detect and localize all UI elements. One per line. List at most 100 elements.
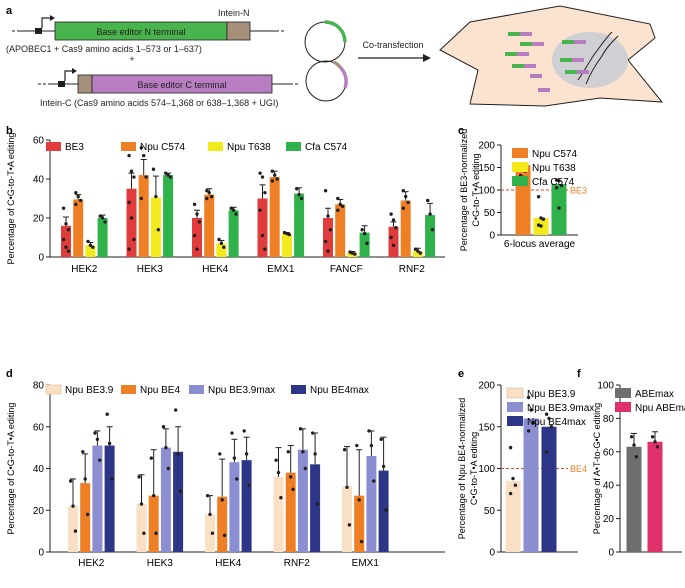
data-point [340, 204, 345, 208]
dna-strand-2 [585, 35, 619, 85]
bar-npu-be3-9max [297, 449, 308, 552]
bar-npu-be3-9 [273, 476, 284, 552]
bar-be3 [323, 218, 333, 257]
legend-swatch [615, 402, 631, 412]
y-tick-label: 20 [33, 506, 45, 517]
x-category-label: HEK2 [78, 558, 105, 569]
base-editor-n-label: Base editor N terminal [96, 27, 185, 37]
data-point [139, 502, 144, 506]
y-tick-label: 0 [608, 548, 614, 559]
data-point [64, 245, 68, 249]
legend-swatch [189, 385, 204, 394]
y-tick-label: 80 [603, 414, 615, 425]
legend-label: Npu BE3.9 [65, 385, 114, 396]
data-point [526, 429, 531, 433]
reference-label: BE3 [570, 186, 587, 196]
data-point [508, 445, 513, 450]
data-point [205, 493, 210, 498]
data-point [61, 206, 66, 210]
bar-npu-c574 [204, 194, 215, 257]
data-point [207, 190, 211, 195]
data-point [222, 245, 226, 249]
reference-label: BE4 [570, 464, 587, 474]
data-point [234, 212, 238, 216]
data-point [161, 425, 166, 429]
bar-npu-t638 [412, 251, 423, 257]
data-point [275, 177, 279, 181]
construct1-promoter-arrowhead [50, 15, 55, 21]
data-point [629, 435, 634, 439]
data-point [357, 498, 361, 502]
data-point [632, 443, 636, 447]
data-point [232, 456, 237, 460]
legend-label: Npu BE4 [140, 385, 180, 396]
bar-npu-c574 [335, 204, 346, 257]
x-category-label: HEK4 [202, 264, 229, 275]
data-point [151, 167, 156, 171]
data-point [531, 420, 536, 425]
bar-npu-be3-9 [136, 503, 147, 552]
data-point [313, 452, 317, 456]
construct2-promoter-arrow [64, 70, 74, 81]
data-point [391, 243, 396, 247]
bar-npu-c574 [138, 175, 149, 257]
data-point [66, 249, 71, 253]
data-point [242, 429, 246, 433]
data-point [154, 194, 158, 199]
data-point [127, 200, 131, 205]
data-point [247, 483, 251, 487]
y-tick-label: 50 [484, 506, 496, 517]
x-category-label: FANCF [330, 264, 363, 275]
x-category-label: EMX1 [352, 558, 380, 569]
legend-label: Npu BE3.9max [208, 385, 275, 396]
y-tick-label: 0 [489, 231, 495, 242]
bar-npu-c574 [400, 200, 411, 257]
data-point [511, 476, 515, 481]
data-point [315, 502, 320, 506]
y-axis-label: C•G-to-T•A editing [469, 432, 479, 505]
data-point [154, 531, 158, 535]
data-point [91, 245, 95, 249]
legend-label: Npu BE4max [527, 417, 586, 428]
x-category-label: 6-locus average [504, 239, 576, 250]
legend-label: Npu T638 [227, 142, 271, 153]
intein-n-box [226, 21, 251, 41]
data-point [355, 443, 359, 448]
bar-npu-c574 [269, 177, 280, 257]
data-point [416, 249, 420, 253]
x-category-label: RNF2 [399, 264, 426, 275]
bar-npu-abemax [647, 441, 663, 552]
data-point [129, 216, 134, 220]
data-point [260, 233, 265, 238]
data-point [345, 485, 349, 489]
panel-e-label: e [458, 368, 464, 380]
bar-npu-be3-9 [342, 486, 352, 552]
bar-cfa-c574 [163, 175, 174, 257]
data-point [98, 214, 102, 218]
bar-cfa-c574 [228, 210, 239, 257]
y-tick-label: 40 [33, 175, 45, 186]
data-point [287, 232, 291, 237]
y-tick-label: 200 [478, 381, 495, 392]
legend-label: Npu C574 [532, 149, 577, 160]
data-point [95, 437, 100, 441]
legend-label: Cfa C574 [532, 177, 575, 188]
data-point [303, 466, 307, 471]
legend-swatch [512, 162, 528, 172]
data-point [404, 194, 408, 199]
data-point [362, 231, 367, 236]
y-axis-label: Percentage of BE3-normalized [459, 129, 469, 252]
legend-label: Npu ABEmax [635, 403, 685, 414]
data-point [418, 251, 422, 255]
bar-npu-be4max [241, 460, 252, 552]
legend-label: Npu BE3.9 [527, 389, 576, 400]
y-tick-label: 80 [33, 381, 45, 392]
construct2-promoter-block [58, 81, 65, 87]
bar-npu-be3-9 [68, 506, 78, 552]
data-point [336, 196, 340, 201]
data-point [274, 458, 278, 462]
data-point [74, 190, 78, 195]
chart-e: 0 50 100 150 200 Percentage of Npu BE4-normal… [457, 381, 594, 559]
legend-swatch [45, 384, 62, 395]
